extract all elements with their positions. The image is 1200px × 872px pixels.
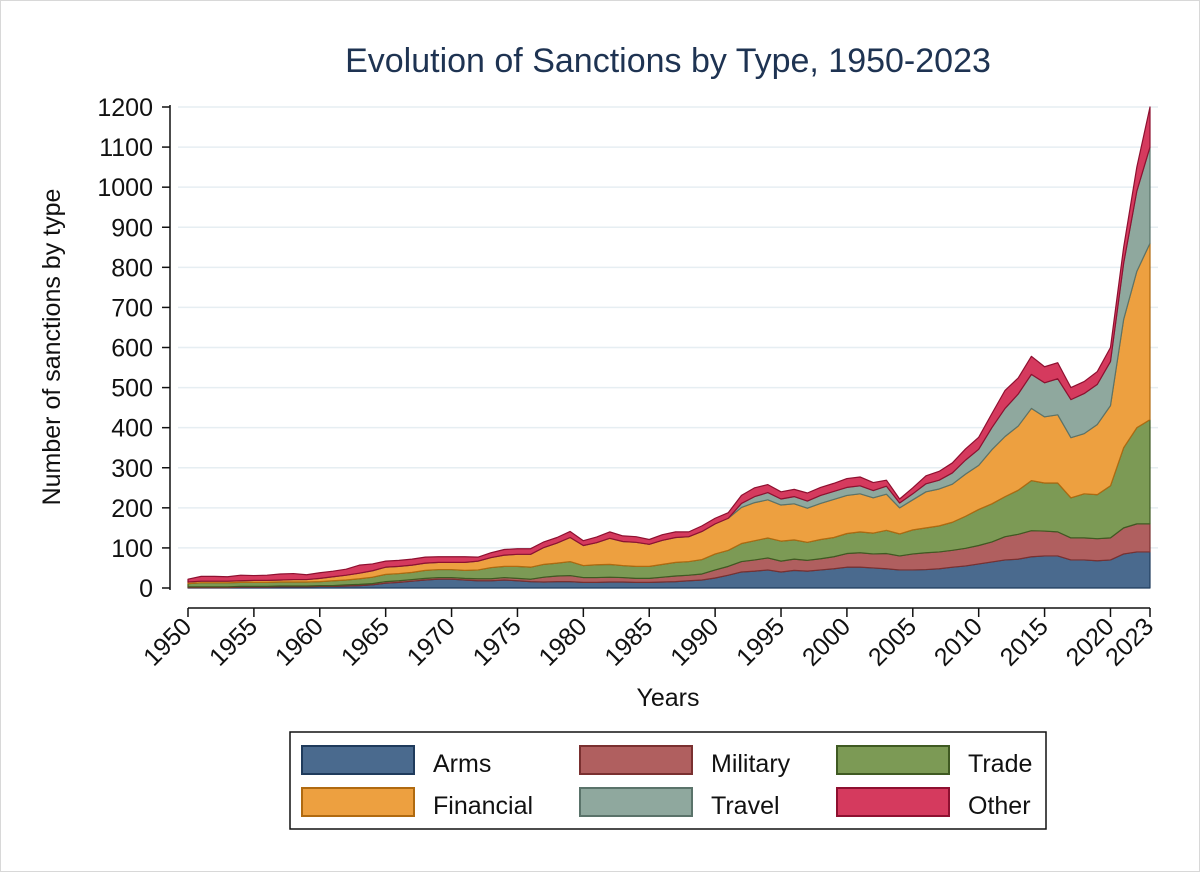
y-tick-label: 200 xyxy=(111,495,153,523)
x-axis-label: Years xyxy=(636,684,699,712)
legend-swatch-financial xyxy=(301,787,415,817)
chart-title: Evolution of Sanctions by Type, 1950-202… xyxy=(345,42,991,80)
legend-swatch-trade xyxy=(836,745,950,775)
y-tick-label: 1100 xyxy=(99,134,153,162)
y-tick-label: 0 xyxy=(139,575,153,603)
y-tick-label: 300 xyxy=(111,455,153,483)
y-tick-label: 1200 xyxy=(97,94,153,122)
y-axis-label: Number of sanctions by type xyxy=(38,189,66,506)
legend-label-financial: Financial xyxy=(433,792,533,820)
stacked-areas xyxy=(187,106,1151,589)
legend-label-trade: Trade xyxy=(968,750,1032,778)
y-tick-label: 700 xyxy=(111,294,153,322)
legend-label-other: Other xyxy=(968,792,1031,820)
legend-swatch-arms xyxy=(301,745,415,775)
legend-label-military: Military xyxy=(711,750,791,778)
legend-label-travel: Travel xyxy=(711,792,780,820)
y-tick-label: 500 xyxy=(111,375,153,403)
y-tick-label: 100 xyxy=(111,535,153,563)
legend-label-arms: Arms xyxy=(433,750,491,778)
legend-swatch-other xyxy=(836,787,950,817)
y-tick-label: 900 xyxy=(111,214,153,242)
y-tick-label: 800 xyxy=(111,254,153,282)
y-tick-label: 1000 xyxy=(97,174,153,202)
y-tick-label: 600 xyxy=(111,335,153,363)
legend-swatch-travel xyxy=(579,787,693,817)
legend: Arms Military Trade Financial Travel Other xyxy=(289,731,1047,830)
legend-swatch-military xyxy=(579,745,693,775)
gridlines xyxy=(178,106,1158,549)
area-other xyxy=(187,106,1151,583)
y-tick-label: 400 xyxy=(111,415,153,443)
